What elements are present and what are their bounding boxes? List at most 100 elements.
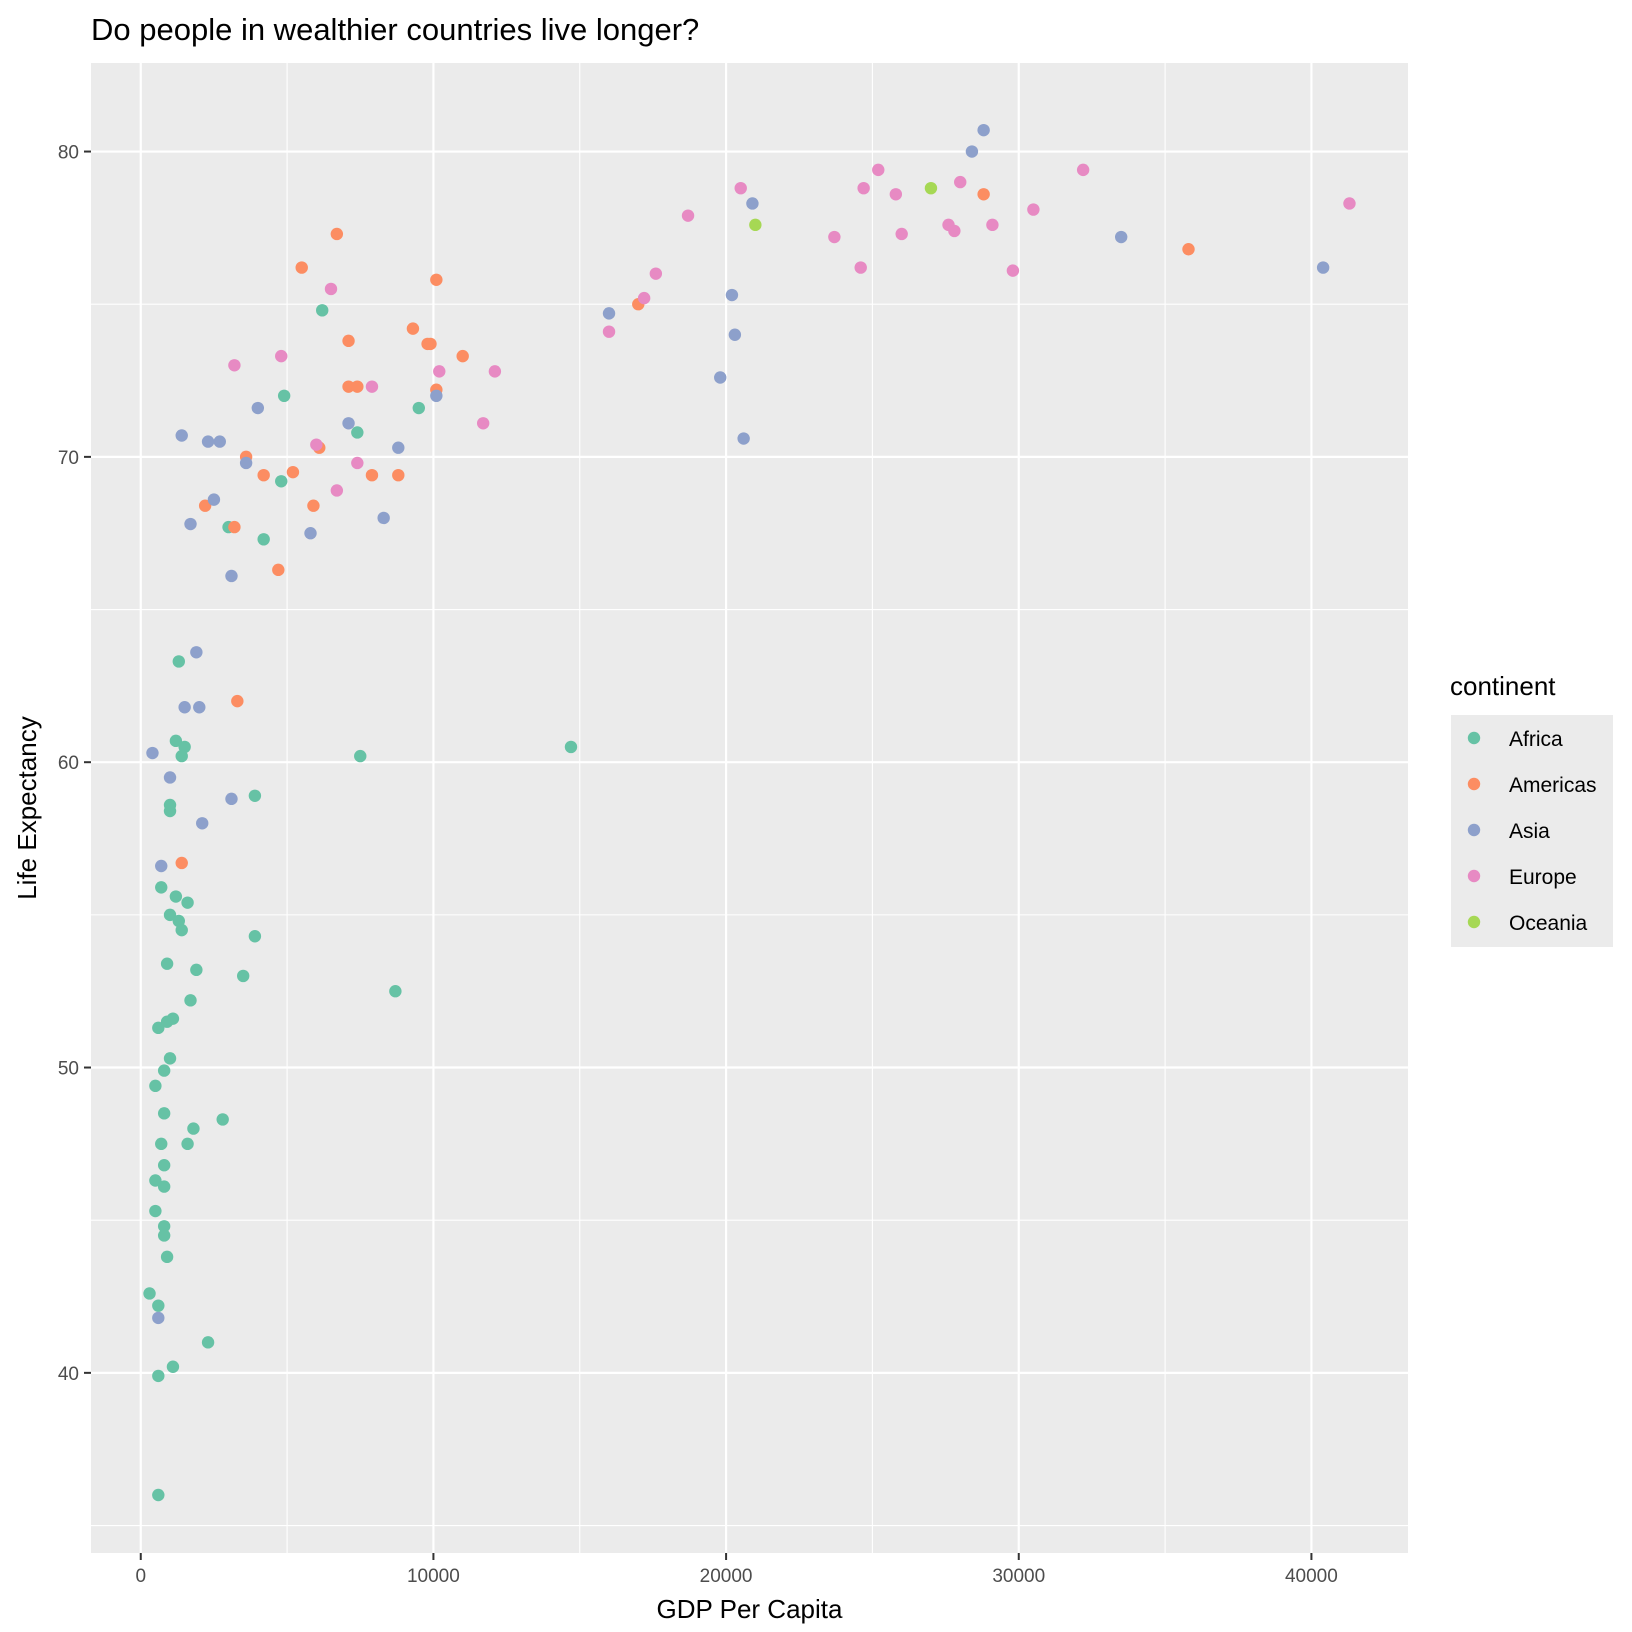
data-point-europe — [948, 224, 961, 238]
data-point-africa — [257, 533, 270, 546]
data-point-africa — [157, 1220, 171, 1233]
data-point-asia — [196, 817, 209, 830]
legend-label-americas: Americas — [1509, 774, 1597, 797]
y-axis-title: Life Expectancy — [12, 716, 42, 900]
data-point-africa — [351, 426, 364, 439]
data-point-asia — [304, 527, 317, 540]
data-point-asia — [178, 701, 191, 714]
data-point-asia — [1114, 230, 1128, 244]
data-point-americas — [272, 563, 285, 577]
data-point-africa — [152, 1369, 165, 1383]
data-point-europe — [433, 365, 446, 378]
data-point-asia — [602, 307, 616, 320]
data-point-asia — [201, 435, 215, 448]
x-axis-title: GDP Per Capita — [657, 1594, 843, 1624]
data-point-americas — [406, 322, 420, 335]
data-point-africa — [172, 655, 185, 668]
data-point-europe — [351, 456, 364, 470]
data-point-americas — [257, 468, 270, 482]
data-point-europe — [324, 282, 338, 296]
data-point-europe — [637, 291, 651, 305]
data-point-asia — [342, 417, 355, 430]
data-point-africa — [248, 789, 262, 802]
data-point-europe — [488, 365, 502, 378]
legend-key-americas — [1467, 777, 1481, 791]
data-point-africa — [169, 890, 183, 903]
data-point-europe — [649, 267, 663, 280]
data-point-africa — [149, 1079, 162, 1093]
data-point-asia — [213, 435, 226, 448]
data-point-americas — [295, 261, 308, 274]
data-point-africa — [316, 304, 329, 317]
y-tick-label: 80 — [58, 143, 79, 164]
legend: continent Africa Americas Asia Europe Oceani… — [1450, 671, 1613, 947]
data-point-africa — [155, 881, 168, 894]
legend-key-africa — [1467, 731, 1481, 745]
data-point-africa — [152, 1299, 165, 1312]
data-point-africa — [181, 896, 194, 909]
data-point-asia — [965, 145, 979, 158]
data-point-americas — [456, 349, 469, 363]
data-point-africa — [157, 1107, 171, 1120]
data-point-africa — [149, 1174, 162, 1187]
data-point-europe — [857, 181, 870, 195]
y-tick-label: 60 — [58, 753, 79, 774]
data-point-africa — [236, 969, 250, 983]
x-tick-label: 30000 — [992, 1566, 1045, 1587]
data-point-africa — [157, 1229, 171, 1242]
minor-gridlines — [91, 63, 1408, 1553]
data-point-africa — [152, 1021, 165, 1035]
data-point-asia — [977, 123, 990, 137]
legend-label-oceania: Oceania — [1509, 912, 1588, 935]
legend-key-asia — [1467, 823, 1481, 837]
data-point-africa — [160, 1250, 174, 1264]
data-point-europe — [275, 349, 288, 363]
data-point-africa — [190, 963, 203, 977]
data-point-africa — [149, 1204, 162, 1218]
x-tick-label: 0 — [135, 1566, 146, 1587]
data-point-europe — [602, 325, 616, 338]
data-point-africa — [187, 1122, 200, 1135]
data-point-africa — [389, 984, 402, 998]
data-point-africa — [166, 1360, 180, 1373]
data-point-asia — [1316, 261, 1330, 274]
data-point-europe — [476, 417, 490, 430]
data-point-africa — [412, 401, 425, 415]
data-point-asia — [146, 746, 159, 760]
data-point-americas — [392, 468, 405, 482]
data-point-europe — [734, 181, 747, 195]
data-point-asia — [239, 456, 253, 470]
chart-title: Do people in wealthier countries live lo… — [91, 12, 699, 47]
legend-label-europe: Europe — [1509, 866, 1577, 889]
data-point-americas — [365, 468, 379, 482]
legend-key-oceania — [1467, 915, 1481, 929]
data-point-europe — [889, 188, 903, 201]
data-point-europe — [310, 438, 323, 451]
data-point-asia — [193, 701, 206, 714]
data-point-americas — [342, 380, 355, 393]
data-point-europe — [828, 230, 841, 244]
data-point-asia — [225, 792, 238, 806]
data-point-africa — [163, 1052, 177, 1065]
data-point-africa — [201, 1336, 215, 1349]
data-point-africa — [155, 1137, 168, 1151]
data-point-africa — [160, 957, 174, 970]
data-point-americas — [330, 227, 344, 241]
y-tick-label: 40 — [58, 1364, 79, 1385]
data-point-oceania — [749, 218, 762, 232]
data-points — [143, 123, 1356, 1502]
data-point-asia — [175, 429, 188, 442]
data-point-africa — [564, 740, 578, 754]
data-point-asia — [225, 569, 238, 583]
data-point-asia — [207, 493, 221, 506]
data-point-africa — [277, 389, 291, 403]
x-axis: 0 10000 20000 30000 40000 — [135, 1553, 1338, 1587]
data-point-asia — [155, 859, 168, 873]
plot-panel — [91, 63, 1408, 1553]
data-point-americas — [342, 334, 355, 348]
data-point-asia — [190, 646, 203, 659]
data-point-americas — [231, 694, 244, 708]
data-point-africa — [163, 908, 177, 922]
data-point-asia — [184, 517, 197, 531]
